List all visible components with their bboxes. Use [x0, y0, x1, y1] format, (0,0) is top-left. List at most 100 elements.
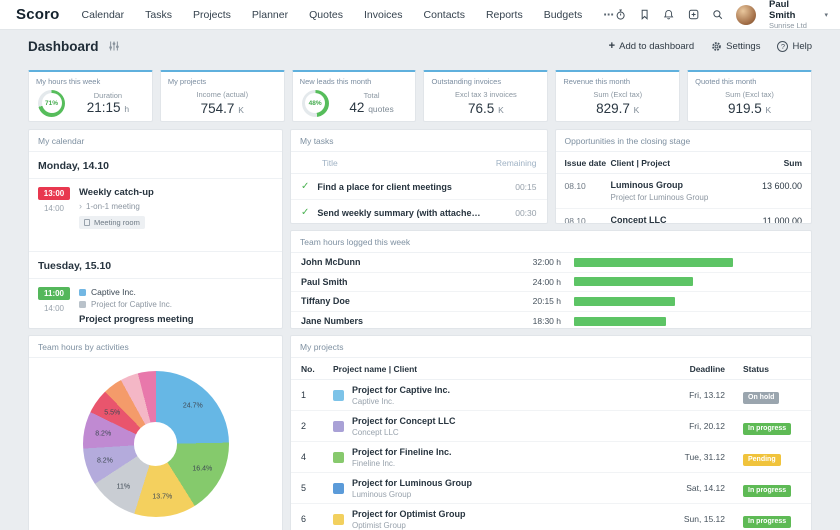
project-text: Project for Captive Inc. Captive Inc. — [352, 385, 450, 406]
kpi-unit: quotes — [368, 103, 394, 114]
project-color-icon — [333, 389, 344, 401]
col-no: No. — [301, 364, 315, 374]
project-row[interactable]: 5 Project for Luminous Group Luminous Gr… — [291, 473, 811, 504]
dashboard-filter-button[interactable] — [108, 40, 120, 52]
chevron-down-icon[interactable]: ▾ — [824, 11, 828, 19]
add-to-dashboard-button[interactable]: + Add to dashboard — [609, 40, 694, 52]
panel-my-calendar: My calendar Monday, 14.10 13:00 14:00 We… — [28, 129, 283, 329]
kpi-revenue[interactable]: Revenue this month Sum (Excl tax) 829.7 … — [555, 70, 681, 122]
project-name[interactable]: Project for Fineline Inc. — [352, 446, 452, 457]
nav-item-projects[interactable]: Projects — [192, 8, 231, 21]
panel-title: Team hours by activities — [29, 336, 282, 358]
member-name: Tiffany Doe — [301, 296, 350, 307]
nav-item-calendar[interactable]: Calendar — [81, 8, 125, 21]
door-icon — [84, 219, 90, 226]
kpi-outstanding-invoices[interactable]: Outstanding invoices Excl tax 3 invoices… — [423, 70, 549, 122]
panel-hours-by-activities: Team hours by activities 24.7% 16.4% 13.7%… — [28, 335, 283, 530]
nav-item-reports[interactable]: Reports — [485, 8, 523, 21]
task-row[interactable]: ✓ Send weekly summary (with attache… 00:… — [291, 200, 547, 223]
kpi-label: Total — [363, 90, 380, 100]
kpi-title: My projects — [167, 77, 207, 86]
event-times: 11:00 14:00 — [38, 287, 70, 328]
user-menu[interactable]: Paul Smith Sunrise Ltd — [769, 0, 811, 30]
team-hours-row[interactable]: John McDunn 32:00 h — [291, 253, 811, 273]
calendar-event[interactable]: 11:00 14:00 Captive Inc. Proj — [29, 279, 282, 328]
page-header: Dashboard + Add to dashboard Settings ? … — [0, 30, 840, 62]
nav-item-quotes[interactable]: Quotes — [309, 8, 343, 21]
event-start-badge: 11:00 — [38, 287, 70, 300]
project-row[interactable]: 6 Project for Optimist Group Optimist Gr… — [291, 504, 811, 530]
kpi-my-hours[interactable]: My hours this week 71% Duration 21:15 h — [28, 70, 153, 122]
project-deadline: Sun, 15.12 — [683, 514, 725, 524]
status-badge: On hold — [743, 391, 780, 404]
nav-item-tasks[interactable]: Tasks — [145, 8, 172, 21]
search-icon[interactable] — [712, 8, 723, 21]
help-button[interactable]: ? Help — [777, 40, 812, 52]
project-color-icon — [333, 482, 344, 494]
project-name[interactable]: Project for Captive Inc. — [352, 384, 451, 395]
project-status-cell: On hold — [743, 386, 801, 404]
nav-more-icon[interactable]: ⋯ — [603, 8, 615, 21]
member-name: Paul Smith — [301, 276, 348, 287]
kpi-my-projects[interactable]: My projects Income (actual) 754.7 K — [159, 70, 285, 122]
opportunity-project: Project for Luminous Group — [610, 193, 709, 202]
member-time: 32:00 h — [532, 257, 561, 268]
plus-square-icon[interactable] — [688, 8, 699, 21]
check-icon[interactable]: ✓ — [301, 180, 310, 192]
project-color-icon — [333, 513, 344, 525]
kpi-unit: K — [765, 104, 772, 115]
team-hours-row[interactable]: Paul Smith 24:00 h — [291, 273, 811, 292]
project-row[interactable]: 4 Project for Fineline Inc. Fineline Inc… — [291, 442, 811, 473]
gauge-percent: 48% — [305, 93, 326, 113]
project-client: Captive Inc. — [352, 396, 395, 406]
opportunity-row[interactable]: 08.10 Concept LLC Project for Concept LL… — [556, 209, 812, 223]
opportunity-main: Luminous Group Project for Luminous Grou… — [611, 180, 762, 202]
col-project-client: Project name | Client — [333, 364, 418, 374]
project-name[interactable]: Project for Optimist Group — [352, 508, 466, 519]
project-main: Project for Luminous Group Luminous Grou… — [333, 478, 663, 499]
kpi-unit: K — [498, 104, 504, 115]
nav-item-contacts[interactable]: Contacts — [423, 8, 465, 21]
project-status-cell: In progress — [743, 479, 801, 497]
settings-button[interactable]: Settings — [711, 41, 760, 52]
progress-gauge: 71% — [38, 89, 65, 117]
kpi-new-leads[interactable]: New leads this month 48% Total 42 quotes — [291, 70, 417, 122]
opportunity-row[interactable]: 08.10 Luminous Group Project for Luminou… — [555, 174, 811, 209]
check-icon[interactable]: ✓ — [301, 206, 310, 218]
project-row[interactable]: 1 Project for Captive Inc. Captive Inc. … — [291, 380, 811, 411]
project-text: Project for Luminous Group Luminous Grou… — [352, 478, 472, 499]
col-client-project: Client | Project — [610, 158, 671, 168]
task-remaining: 00:30 — [515, 207, 537, 218]
kpi-quoted[interactable]: Quoted this month Sum (Excl tax) 919.5 K — [687, 70, 812, 122]
team-hours-row[interactable]: Tiffany Doe 20:15 h — [291, 292, 811, 312]
opportunity-sum: 13 600.00 — [761, 181, 802, 191]
bar-track — [574, 316, 801, 326]
project-name[interactable]: Project for Luminous Group — [352, 477, 473, 488]
activities-donut: 24.7% 16.4% 13.7% 11% 8.2% 8.2% 5.5% — [82, 371, 229, 517]
team-hours-row[interactable]: Jane Numbers 18:30 h — [291, 312, 811, 329]
project-row[interactable]: 2 Project for Concept LLC Concept LLC Fr… — [291, 411, 811, 442]
kpi-value: 76.5 K — [468, 100, 504, 116]
project-name[interactable]: Project for Concept LLC — [352, 415, 456, 426]
project-deadline: Tue, 31.12 — [684, 452, 725, 462]
nav-item-invoices[interactable]: Invoices — [363, 8, 403, 21]
nav-item-planner[interactable]: Planner — [251, 8, 289, 21]
nav-item-budgets[interactable]: Budgets — [543, 8, 583, 21]
bell-icon[interactable] — [663, 8, 674, 21]
pie-slice-label: 5.5% — [104, 409, 121, 417]
user-avatar[interactable] — [736, 4, 756, 25]
project-no: 5 — [301, 483, 307, 493]
scoro-logo[interactable]: Scoro — [16, 6, 60, 23]
pie-slice-label: 24.7% — [182, 402, 203, 410]
opportunities-column-headers: Issue date Client | Project Sum — [555, 152, 811, 174]
status-badge: In progress — [743, 515, 792, 528]
page-title: Dashboard — [28, 38, 99, 54]
event-body: Weekly catch-up › 1-on-1 meeting Meeting… — [79, 187, 154, 231]
panel-title: Team hours logged this week — [291, 231, 811, 253]
bookmark-icon[interactable] — [639, 8, 650, 21]
member-time: 24:00 h — [532, 276, 561, 287]
task-row[interactable]: ✓ Find a place for client meetings 00:15 — [291, 174, 547, 200]
timer-icon[interactable] — [615, 8, 626, 21]
calendar-event[interactable]: 13:00 14:00 Weekly catch-up › 1-on-1 mee… — [29, 179, 282, 239]
